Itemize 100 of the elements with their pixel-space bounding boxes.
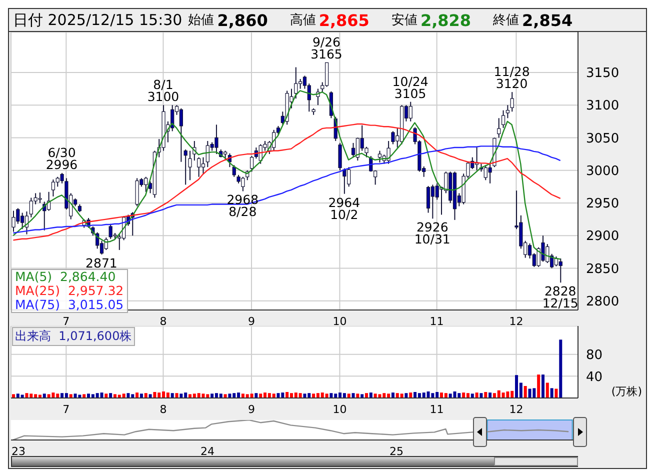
candlestick: [378, 150, 382, 164]
candlestick: [391, 130, 395, 145]
bar: [202, 394, 205, 398]
candlestick: [184, 148, 188, 186]
bar: [414, 392, 417, 398]
text: 始値: [188, 12, 214, 29]
bar: [466, 393, 470, 398]
text: 2,854: [522, 10, 573, 30]
bar: [400, 394, 404, 398]
bar: [122, 394, 126, 398]
y-tick-label: 40: [586, 370, 603, 385]
x-tick-label: 11: [430, 402, 444, 416]
bar: [82, 394, 86, 398]
bar: [559, 340, 562, 398]
bar: [38, 394, 42, 398]
bar: [484, 392, 488, 398]
bar: [126, 393, 130, 398]
bar: [356, 394, 360, 398]
x-tick-label: 23: [12, 444, 26, 458]
bar: [12, 394, 15, 398]
candlestick: [497, 118, 501, 138]
bar: [352, 393, 355, 398]
bar: [276, 393, 280, 398]
y-tick-label: 80: [586, 348, 603, 363]
text: MA(5) 2,864.40: [15, 269, 117, 284]
bar: [325, 394, 328, 398]
annotation: 8/1 3100: [147, 77, 180, 104]
candlestick: [250, 155, 254, 172]
annotation: 出来高 1,071,600株: [15, 329, 132, 343]
candlestick: [351, 142, 356, 158]
bar: [528, 388, 532, 398]
bar: [426, 391, 430, 398]
y-tick-label: 2800: [586, 294, 620, 310]
bar: [391, 392, 394, 398]
bar: [431, 393, 434, 398]
bar: [298, 393, 302, 398]
bar: [475, 392, 478, 398]
y-tick-label: 3150: [586, 66, 620, 82]
bar: [550, 388, 554, 398]
bar: [440, 392, 444, 398]
annotation: 2968 8/28: [226, 192, 259, 220]
bar: [74, 394, 77, 398]
bar: [470, 394, 474, 398]
annotation: 10/24 3105: [392, 74, 428, 101]
candlestick: [554, 256, 558, 267]
x-tick-label: 10: [332, 402, 347, 416]
annotation: 11/28 3120: [494, 64, 530, 92]
y-tick-label: 3100: [586, 98, 620, 114]
bar: [312, 394, 316, 398]
bar: [259, 394, 262, 398]
candlestick: [338, 142, 342, 171]
y-tick-label: 3050: [586, 131, 620, 146]
bar: [96, 393, 99, 398]
candlestick: [386, 140, 390, 164]
bar: [250, 394, 254, 398]
bar: [541, 374, 544, 398]
text: MA(25) 2,957.32: [15, 283, 124, 298]
y-tick-label: 3000: [586, 164, 620, 179]
x-tick-label: 12: [509, 314, 524, 328]
text: 日付 2025/12/15 15:30: [13, 10, 182, 30]
bar: [448, 394, 452, 398]
candlestick: [501, 110, 506, 128]
bar: [480, 393, 483, 398]
candlestick: [201, 156, 206, 174]
x-tick-label: 9: [248, 402, 255, 416]
text: 2,860: [217, 10, 268, 30]
bar: [360, 394, 364, 398]
bar: [42, 394, 46, 398]
candlestick: [179, 108, 183, 162]
candlestick: [197, 156, 201, 178]
bar: [532, 388, 536, 398]
y-tick-label: 2900: [586, 229, 620, 244]
bar: [140, 394, 143, 398]
annotation: 2926 10/31: [414, 220, 450, 247]
annotation: 2828 12/15: [542, 284, 578, 311]
bar: [170, 393, 174, 398]
candlestick: [488, 163, 492, 184]
text: 2,828: [420, 10, 472, 30]
bar: [78, 394, 82, 398]
bar: [515, 375, 518, 398]
bar: [347, 394, 350, 398]
x-tick-label: 11: [430, 314, 444, 328]
candlestick: [188, 150, 192, 181]
y-tick-label: 2950: [586, 196, 620, 212]
bar: [109, 393, 112, 398]
bar: [272, 394, 276, 398]
bar: [228, 394, 232, 398]
bar: [100, 392, 104, 398]
candlestick: [51, 178, 56, 197]
x-tick-label: 12: [509, 402, 524, 416]
candlestick: [60, 172, 64, 184]
y-tick-label: 2850: [586, 262, 620, 277]
bar: [524, 386, 527, 398]
annotation: 9/26 3165: [310, 34, 342, 62]
bar: [148, 394, 152, 398]
y-axis-title: (万株): [611, 384, 642, 399]
annotation: 2964 10/2: [328, 194, 360, 222]
bar: [64, 393, 68, 398]
bar: [453, 391, 456, 398]
bar: [180, 394, 183, 398]
